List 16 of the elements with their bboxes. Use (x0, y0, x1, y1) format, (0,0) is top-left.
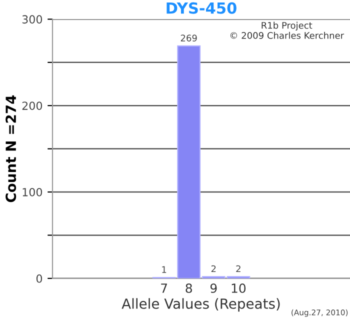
data-label: 2 (236, 265, 240, 272)
data-label: 2 (211, 265, 216, 272)
y-axis-title: Count N =274 (6, 95, 16, 202)
y-tick-label: 100 (22, 188, 42, 196)
x-tick-label: 7 (161, 284, 167, 293)
y-tick-label: 0 (36, 274, 42, 283)
data-label: 1 (162, 266, 166, 273)
chart-title: DYS-450 (166, 2, 236, 14)
y-tick-label: 300 (22, 15, 42, 24)
data-label: 269 (180, 34, 197, 42)
annotation: R1b Project © 2009 Charles Kerchner (230, 22, 344, 39)
x-tick-label: 8 (186, 283, 192, 293)
x-tick-label: 10 (232, 283, 246, 293)
x-tick-label: 9 (210, 283, 217, 293)
y-tick-label: 200 (22, 102, 42, 110)
x-axis-title: Allele Values (Repeats) (122, 298, 280, 312)
